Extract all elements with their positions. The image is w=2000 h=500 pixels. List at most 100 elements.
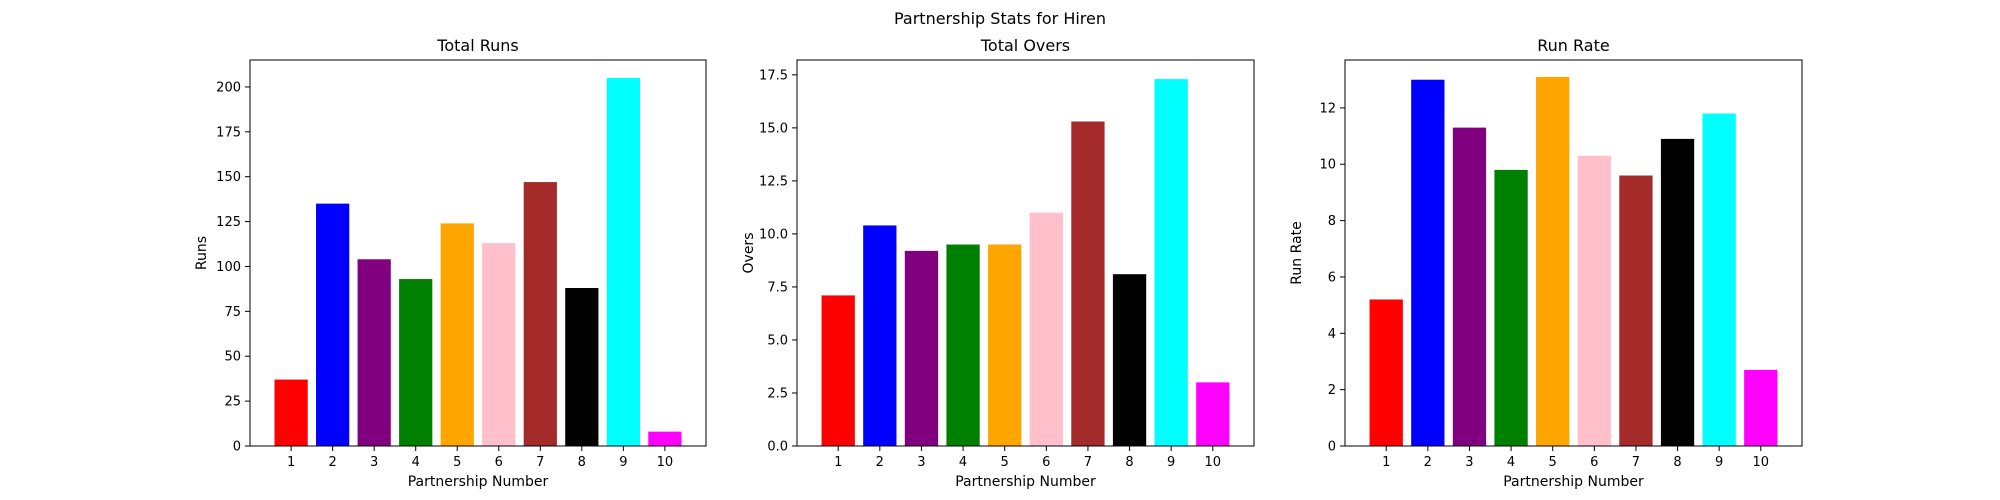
y-tick-label-3-2: 4: [1328, 327, 1336, 342]
bar-2-6: [1029, 212, 1063, 446]
subplot-title-2: Total Overs: [980, 36, 1070, 55]
x-tick-label-1-1: 1: [287, 455, 295, 470]
y-axis-label-2: Overs: [741, 233, 757, 274]
y-tick-label-1-4: 100: [216, 260, 241, 275]
y-tick-label-3-5: 10: [1319, 158, 1336, 173]
y-tick-label-2-1: 2.5: [767, 386, 788, 401]
y-tick-label-1-7: 175: [216, 125, 241, 140]
y-tick-label-3-4: 8: [1328, 214, 1336, 229]
y-tick-label-2-5: 12.5: [759, 174, 788, 189]
y-tick-label-1-0: 0: [233, 440, 241, 455]
y-tick-label-2-0: 0.0: [767, 440, 788, 455]
y-tick-label-3-3: 6: [1328, 270, 1336, 285]
bar-1-7: [523, 182, 557, 446]
bar-3-4: [1494, 169, 1528, 446]
x-tick-label-3-3: 3: [1465, 455, 1473, 470]
bar-2-4: [946, 244, 980, 446]
x-tick-label-2-9: 9: [1167, 455, 1175, 470]
bar-1-4: [399, 279, 433, 446]
x-tick-label-2-1: 1: [834, 455, 842, 470]
bar-3-5: [1536, 76, 1570, 447]
y-tick-label-1-2: 50: [224, 350, 241, 365]
x-tick-label-1-10: 10: [657, 455, 674, 470]
bar-2-3: [904, 250, 939, 446]
bar-2-8: [1112, 274, 1147, 446]
axes-frame-3: [1344, 59, 1803, 447]
x-tick-label-1-2: 2: [329, 455, 337, 470]
y-tick-label-1-6: 150: [216, 170, 241, 185]
figure-title: Partnership Stats for Hiren: [894, 9, 1106, 28]
bar-1-1: [274, 379, 308, 446]
y-tick-label-3-1: 2: [1328, 383, 1336, 398]
bar-3-1: [1369, 299, 1403, 446]
x-tick-label-1-6: 6: [495, 455, 503, 470]
bar-3-10: [1744, 369, 1778, 446]
y-tick-label-1-5: 125: [216, 215, 241, 230]
bar-3-3: [1452, 127, 1487, 447]
bar-2-2: [863, 225, 897, 446]
axes-frame-1: [249, 59, 707, 447]
subplot-2: 1 2 3 4 5 6 7 8 9 10 0.0 2.5 5.0 7.5 10.0 12.5 15.0 17.5 T…: [741, 36, 1255, 490]
x-tick-label-3-8: 8: [1673, 455, 1681, 470]
y-tick-label-1-3: 75: [224, 305, 241, 320]
x-tick-label-2-7: 7: [1084, 455, 1092, 470]
y-tick-label-3-0: 0: [1328, 440, 1336, 455]
x-tick-label-1-7: 7: [536, 455, 544, 470]
bar-3-6: [1577, 155, 1611, 446]
x-tick-label-2-5: 5: [1001, 455, 1009, 470]
y-tick-label-2-4: 10.0: [759, 227, 788, 242]
y-tick-label-2-3: 7.5: [767, 280, 788, 295]
y-tick-label-2-6: 15.0: [759, 121, 788, 136]
x-tick-label-3-1: 1: [1382, 455, 1390, 470]
x-axis-label-1: Partnership Number: [408, 474, 549, 490]
subplot-title-3: Run Rate: [1537, 36, 1609, 55]
bar-1-3: [357, 259, 391, 446]
bar-3-9: [1702, 113, 1736, 447]
x-tick-label-1-3: 3: [370, 455, 378, 470]
bar-2-9: [1154, 79, 1188, 446]
x-tick-label-3-10: 10: [1753, 455, 1770, 470]
x-axis-label-2: Partnership Number: [955, 474, 1096, 490]
bar-1-9: [606, 77, 640, 446]
x-tick-label-1-4: 4: [412, 455, 420, 470]
bar-2-7: [1071, 121, 1105, 446]
bar-1-8: [565, 288, 599, 446]
x-tick-label-3-7: 7: [1632, 455, 1640, 470]
y-tick-label-1-1: 25: [224, 395, 241, 410]
x-tick-label-1-9: 9: [619, 455, 627, 470]
x-tick-label-3-5: 5: [1549, 455, 1557, 470]
x-tick-label-2-2: 2: [876, 455, 884, 470]
y-tick-label-2-7: 17.5: [759, 68, 788, 83]
x-tick-label-2-8: 8: [1125, 455, 1133, 470]
x-tick-label-2-10: 10: [1205, 455, 1222, 470]
y-axis-label-1: Runs: [194, 236, 210, 270]
x-tick-label-3-9: 9: [1715, 455, 1723, 470]
bar-2-1: [821, 295, 855, 446]
x-tick-label-3-6: 6: [1590, 455, 1598, 470]
bar-3-8: [1660, 138, 1695, 447]
x-tick-label-2-4: 4: [959, 455, 967, 470]
x-tick-label-3-2: 2: [1424, 455, 1432, 470]
bar-1-5: [440, 223, 474, 446]
x-tick-label-2-3: 3: [917, 455, 925, 470]
bar-1-6: [482, 243, 516, 446]
y-axis-label-3: Run Rate: [1289, 221, 1305, 284]
bar-3-7: [1619, 175, 1653, 446]
axes-frame-2: [796, 59, 1255, 447]
bar-2-5: [988, 244, 1022, 446]
bar-3-2: [1411, 79, 1445, 446]
y-tick-label-3-6: 12: [1319, 101, 1336, 116]
y-tick-label-2-2: 5.0: [767, 333, 788, 348]
bar-1-10: [648, 431, 682, 446]
x-axis-label-3: Partnership Number: [1503, 474, 1644, 490]
y-tick-label-1-8: 200: [216, 80, 241, 95]
x-tick-label-2-6: 6: [1042, 455, 1050, 470]
bar-2-10: [1196, 382, 1230, 446]
bar-1-2: [316, 203, 350, 446]
x-tick-label-1-8: 8: [578, 455, 586, 470]
x-tick-label-3-4: 4: [1507, 455, 1515, 470]
subplot-title-1: Total Runs: [436, 36, 518, 55]
